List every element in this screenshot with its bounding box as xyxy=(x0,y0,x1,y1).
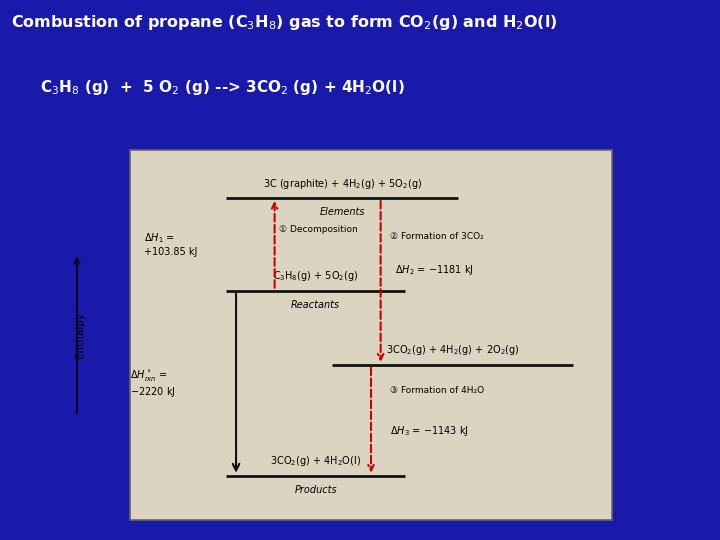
Text: 3C (graphite) + 4H$_2$(g) + 5O$_2$(g): 3C (graphite) + 4H$_2$(g) + 5O$_2$(g) xyxy=(263,177,422,191)
Text: ① Decomposition: ① Decomposition xyxy=(279,225,358,234)
Text: $\Delta H_1$ =
+103.85 kJ: $\Delta H_1$ = +103.85 kJ xyxy=(145,232,198,257)
Text: Enthalpy: Enthalpy xyxy=(75,312,85,358)
Text: ② Formation of 3CO₂: ② Formation of 3CO₂ xyxy=(390,232,484,241)
Text: Elements: Elements xyxy=(320,207,365,217)
Text: $\Delta H^\circ_{rxn}$ =
$-$2220 kJ: $\Delta H^\circ_{rxn}$ = $-$2220 kJ xyxy=(130,368,176,399)
Text: 3CO$_2$(g) + 4H$_2$O(l): 3CO$_2$(g) + 4H$_2$O(l) xyxy=(270,454,361,468)
Text: Products: Products xyxy=(294,485,337,495)
Text: $\Delta H_2$ = $-$1181 kJ: $\Delta H_2$ = $-$1181 kJ xyxy=(395,263,474,277)
Text: Reactants: Reactants xyxy=(291,300,340,310)
Text: C$_3$H$_8$ (g)  +  5 O$_2$ (g) --> 3CO$_2$ (g) + 4H$_2$O(l): C$_3$H$_8$ (g) + 5 O$_2$ (g) --> 3CO$_2$… xyxy=(40,78,405,97)
Text: Combustion of propane (C$_3$H$_8$) gas to form CO$_2$(g) and H$_2$O(l): Combustion of propane (C$_3$H$_8$) gas t… xyxy=(11,14,557,32)
Text: $\Delta H_3$ = $-$1143 kJ: $\Delta H_3$ = $-$1143 kJ xyxy=(390,424,469,438)
Text: ③ Formation of 4H₂O: ③ Formation of 4H₂O xyxy=(390,386,485,395)
Text: 3CO$_2$(g) + 4H$_2$(g) + 2O$_2$(g): 3CO$_2$(g) + 4H$_2$(g) + 2O$_2$(g) xyxy=(386,343,520,357)
Text: C$_3$H$_8$(g) + 5O$_2$(g): C$_3$H$_8$(g) + 5O$_2$(g) xyxy=(273,269,359,283)
